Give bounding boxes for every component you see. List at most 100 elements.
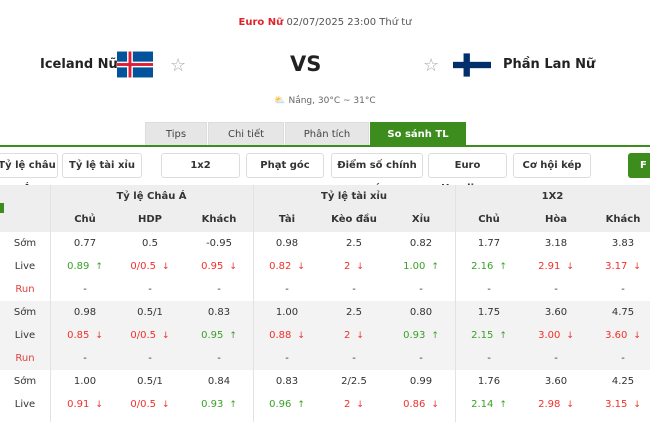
filter-ty-le-chau-a[interactable]: Tỷ lệ châu Á (0, 153, 58, 194)
tab-so-sanh-tl[interactable]: So sánh TL (370, 122, 466, 146)
odds-value: - (217, 353, 221, 364)
odds-cell: - (321, 347, 387, 370)
odds-cell: - (117, 278, 183, 301)
filter-1x2[interactable]: 1x2 (161, 153, 240, 178)
competition[interactable]: Euro Nữ (238, 17, 284, 28)
odds-cell: 0.83 (254, 370, 320, 393)
odds-value: 4.75 (611, 307, 635, 318)
odds-value: 3.83 (611, 238, 635, 249)
odds-value: 0.96 (269, 399, 292, 410)
favorite-away-star-icon[interactable]: ☆ (423, 55, 440, 76)
odds-cell: 0.95 ↑ (186, 324, 252, 347)
odds-value: 2.5 (346, 307, 362, 318)
odds-value: 3.60 (605, 330, 628, 341)
odds-cell: 0.5/1 (117, 301, 183, 324)
favorite-home-star-icon[interactable]: ☆ (170, 55, 187, 76)
match-datetime: 02/07/2025 23:00 Thứ tư (286, 17, 412, 28)
row-label: Run (15, 353, 35, 364)
arrow-up-icon: ↑ (499, 400, 507, 410)
weather: ⛅ Nắng, 30°C ~ 31°C (0, 96, 650, 106)
vs-label: VS (290, 52, 322, 76)
odds-cell: 1.00 ↑ (388, 255, 454, 278)
finland-flag-icon (453, 53, 491, 77)
arrow-down-icon: ↓ (162, 331, 170, 341)
arrow-up-icon: ↑ (499, 262, 507, 272)
arrow-up-icon: ↑ (229, 331, 237, 341)
arrow-down-icon: ↓ (566, 262, 574, 272)
filter-more-button[interactable]: F (628, 153, 650, 178)
odds-value: 0.88 (269, 330, 292, 341)
arrow-down-icon: ↓ (95, 331, 103, 341)
arrow-up-icon: ↑ (297, 400, 305, 410)
odds-value: - (419, 284, 423, 295)
odds-value: - (352, 284, 356, 295)
odds-cell: 3.18 (523, 232, 589, 255)
odds-value: 3.18 (544, 238, 568, 249)
odds-value: 0.98 (275, 238, 299, 249)
odds-value: -0.95 (206, 238, 232, 249)
expand-icon[interactable] (0, 203, 4, 213)
odds-cell: 0.95 ↓ (186, 255, 252, 278)
odds-value: 0.99 (409, 376, 433, 387)
odds-value: 2/2.5 (341, 376, 367, 387)
odds-cell: 2.5 (321, 301, 387, 324)
away-team[interactable]: Phần Lan Nữ (503, 57, 596, 72)
arrow-up-icon: ↑ (431, 331, 439, 341)
odds-cell: 0.83 (186, 301, 252, 324)
table-header (0, 185, 650, 232)
filter-co-hoi-kep[interactable]: Cơ hội kép (513, 153, 591, 178)
odds-cell: 3.17 ↓ (590, 255, 650, 278)
odds-cell: 2.16 ↑ (456, 255, 522, 278)
odds-cell: 4.75 (590, 301, 650, 324)
odds-value: - (487, 284, 491, 295)
odds-value: 2 (344, 330, 351, 341)
odds-cell: 0.77 (52, 232, 118, 255)
odds-cell: 2.5 (321, 232, 387, 255)
odds-value: 0.95 (201, 330, 224, 341)
filter-phat-goc[interactable]: Phạt góc (246, 153, 324, 178)
odds-value: 2.14 (471, 399, 494, 410)
odds-value: - (621, 353, 625, 364)
odds-cell: 2.91 ↓ (523, 255, 589, 278)
odds-value: 2.5 (346, 238, 362, 249)
filter-ty-le-tai-xiu[interactable]: Tỷ lệ tài xỉu (62, 153, 142, 178)
tab-tips[interactable]: Tips (145, 122, 207, 146)
odds-cell: - (388, 347, 454, 370)
odds-cell: - (523, 278, 589, 301)
tab-divider (0, 145, 650, 147)
odds-cell: 4.25 (590, 370, 650, 393)
filter-euro-handicap[interactable]: Euro Handicap (428, 153, 507, 194)
odds-cell: 0.99 (388, 370, 454, 393)
odds-value: 0.82 (409, 238, 433, 249)
odds-value: 0.77 (73, 238, 97, 249)
odds-value: - (285, 353, 289, 364)
odds-value: 2.16 (471, 261, 494, 272)
odds-value: 3.60 (544, 307, 568, 318)
arrow-down-icon: ↓ (566, 331, 574, 341)
filter-diem-so-chinh-xac[interactable]: Điểm số chính xác (331, 153, 423, 194)
odds-value: 3.17 (605, 261, 628, 272)
odds-cell: - (321, 278, 387, 301)
odds-value: 4.25 (611, 376, 635, 387)
tab-phan-tich[interactable]: Phân tích (285, 122, 369, 146)
column-header: Chủ (74, 214, 96, 225)
tab-chi-tiet[interactable]: Chi tiết (208, 122, 284, 146)
odds-value: 1.76 (477, 376, 501, 387)
home-team[interactable]: Iceland Nữ (40, 57, 118, 72)
odds-value: 1.77 (477, 238, 501, 249)
arrow-down-icon: ↓ (297, 262, 305, 272)
column-header: Khách (605, 214, 641, 225)
odds-value: 0.84 (207, 376, 231, 387)
odds-cell: 0/0.5 ↓ (117, 255, 183, 278)
odds-cell: 3.60 ↓ (590, 324, 650, 347)
iceland-flag-icon (117, 51, 153, 78)
column-header: Kèo đầu (331, 214, 377, 225)
odds-value: 1.75 (477, 307, 501, 318)
arrow-down-icon: ↓ (356, 331, 364, 341)
odds-cell: 0.96 ↑ (254, 393, 320, 416)
column-divider (253, 185, 254, 422)
odds-cell: 0.82 (388, 232, 454, 255)
odds-value: - (554, 353, 558, 364)
odds-value: 0.83 (275, 376, 299, 387)
odds-cell: - (186, 278, 252, 301)
